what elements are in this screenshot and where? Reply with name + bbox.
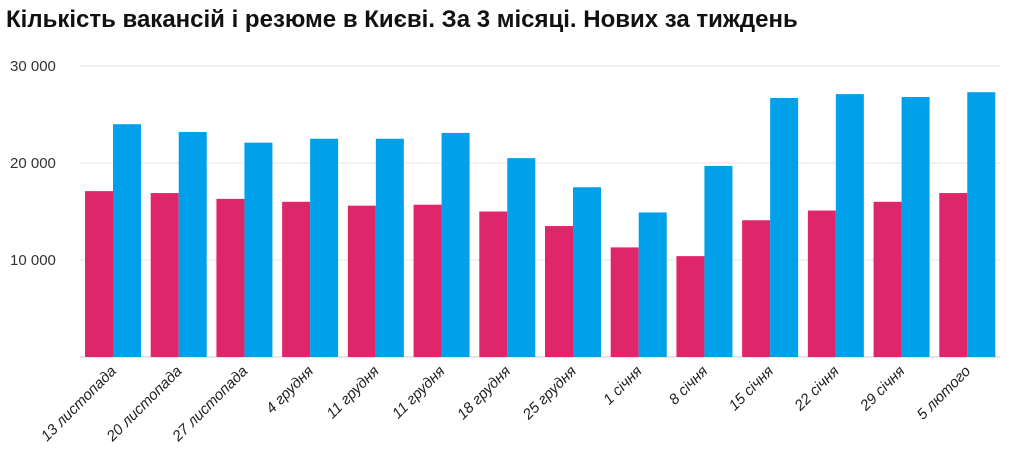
- bar-series-1: [807, 210, 836, 357]
- bar-series-2: [178, 131, 207, 357]
- x-tick-label: 22 січня: [791, 363, 843, 415]
- bar-series-2: [901, 97, 930, 357]
- bar-series-1: [479, 211, 508, 357]
- bar-series-1: [873, 201, 902, 357]
- bar-series-2: [638, 212, 667, 357]
- bar-series-1: [742, 220, 771, 357]
- x-tick-label: 15 січня: [726, 363, 777, 414]
- x-tick-label: 11 грудня: [323, 363, 382, 422]
- x-tick-label: 1 січня: [600, 363, 646, 409]
- chart-title: Кількість вакансій і резюме в Києві. За …: [6, 6, 798, 33]
- bar-series-1: [413, 204, 442, 357]
- x-tick-label: 5 лютого: [914, 363, 974, 423]
- y-tick-label: 10 000: [10, 252, 56, 269]
- bar-series-1: [216, 198, 245, 357]
- bar-series-1: [282, 201, 311, 357]
- bar-series-2: [967, 92, 996, 357]
- bar-series-2: [113, 124, 141, 357]
- x-tick-label: 18 грудня: [454, 363, 514, 423]
- x-tick-label: 29 січня: [856, 363, 908, 415]
- bar-series-1: [939, 193, 968, 357]
- bar-series-2: [375, 138, 404, 357]
- bar-series-1: [545, 226, 573, 357]
- x-tick-label: 8 січня: [666, 363, 712, 409]
- bar-series-2: [441, 132, 470, 357]
- y-tick-label: 20 000: [10, 155, 56, 172]
- bar-series-2: [835, 94, 864, 357]
- bar-series-2: [704, 165, 733, 357]
- x-tick-label: 11 грудня: [389, 363, 448, 422]
- bar-series-2: [770, 98, 799, 357]
- bar-series-1: [676, 256, 705, 357]
- x-tick-label: 25 грудня: [519, 363, 580, 424]
- x-tick-label: 4 грудня: [263, 363, 317, 417]
- bar-series-1: [347, 205, 376, 357]
- bar-series-2: [310, 138, 339, 357]
- bar-series-2: [573, 187, 601, 357]
- bar-series-1: [610, 247, 639, 357]
- bar-series-1: [150, 193, 179, 357]
- bar-series-2: [507, 158, 536, 357]
- y-tick-label: 30 000: [10, 58, 56, 75]
- bar-series-2: [244, 142, 273, 357]
- bar-series-1: [85, 191, 113, 357]
